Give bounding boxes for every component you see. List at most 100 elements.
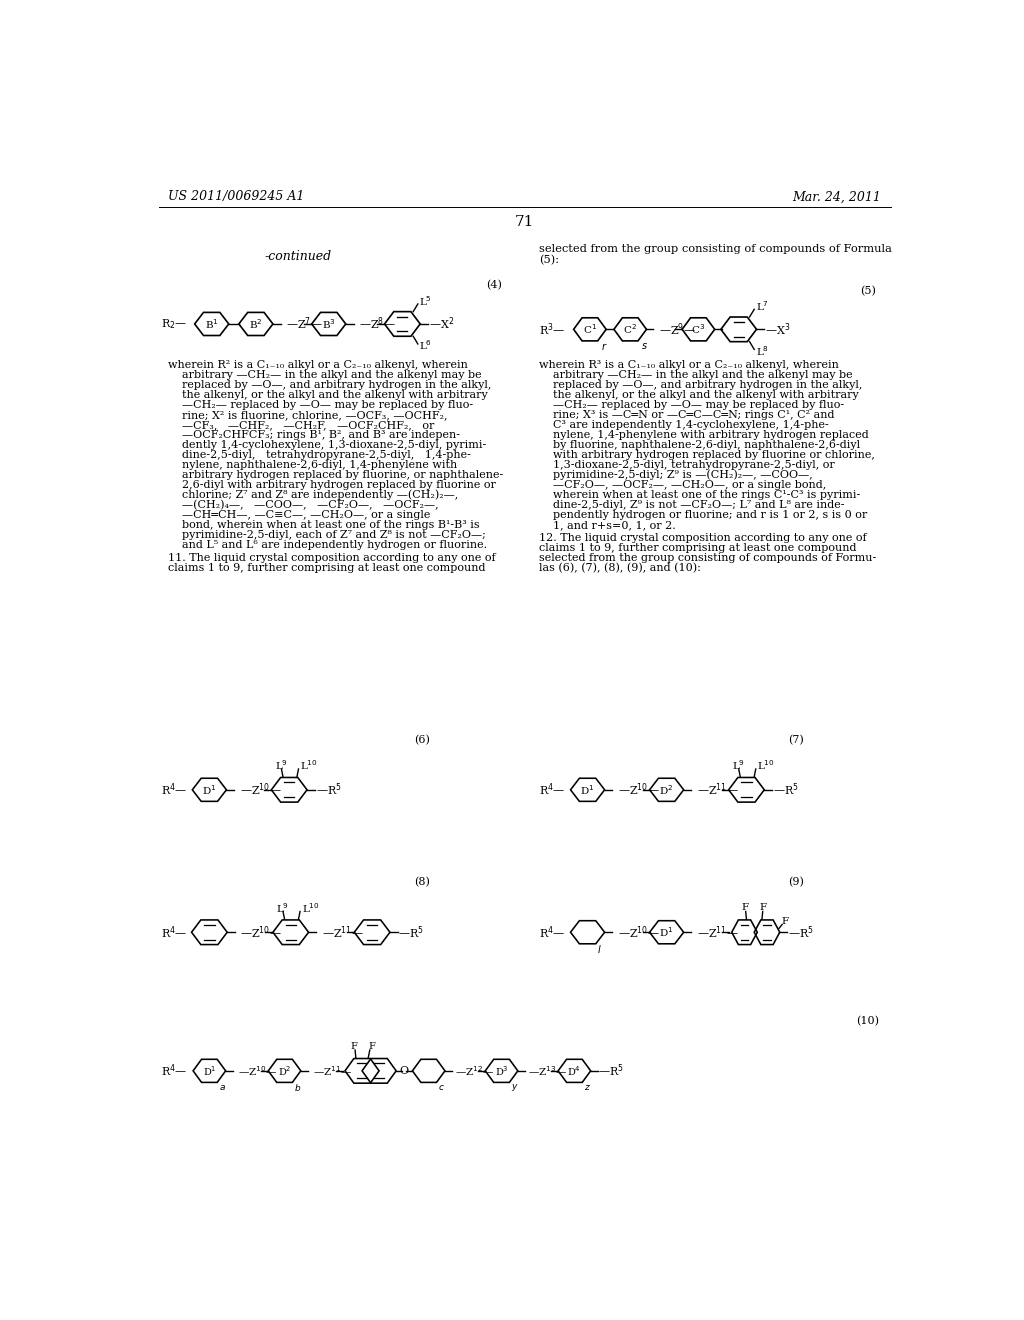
Text: O: O: [399, 1065, 409, 1076]
Text: R$^4$—: R$^4$—: [539, 781, 565, 799]
Text: B$^3$: B$^3$: [322, 317, 336, 331]
Text: D$^1$: D$^1$: [581, 783, 595, 797]
Text: L$^8$: L$^8$: [756, 345, 769, 358]
Text: F: F: [741, 903, 749, 912]
Text: dine-2,5-diyl,   tetrahydropyrane-2,5-diyl,   1,4-phe-: dine-2,5-diyl, tetrahydropyrane-2,5-diyl…: [168, 450, 471, 459]
Text: claims 1 to 9, further comprising at least one compound: claims 1 to 9, further comprising at lea…: [539, 543, 856, 553]
Text: the alkenyl, or the alkyl and the alkenyl with arbitrary: the alkenyl, or the alkyl and the alkeny…: [539, 389, 858, 400]
Text: F: F: [368, 1041, 375, 1051]
Text: —Z$^{13}$—: —Z$^{13}$—: [528, 1064, 567, 1077]
Text: D$^1$: D$^1$: [202, 783, 217, 797]
Text: —Z$^{11}$—: —Z$^{11}$—: [322, 924, 364, 941]
Text: R$_2$—: R$_2$—: [161, 317, 186, 331]
Text: C$^3$: C$^3$: [691, 322, 706, 337]
Text: nylene, naphthalene-2,6-diyl, 1,4-phenylene with: nylene, naphthalene-2,6-diyl, 1,4-phenyl…: [168, 459, 458, 470]
Text: —Z$^{11}$—: —Z$^{11}$—: [697, 781, 738, 799]
Text: L$^9$: L$^9$: [274, 758, 288, 772]
Text: nylene, 1,4-phenylene with arbitrary hydrogen replaced: nylene, 1,4-phenylene with arbitrary hyd…: [539, 430, 868, 440]
Text: D$^1$: D$^1$: [203, 1064, 216, 1077]
Text: —Z$^{10}$—: —Z$^{10}$—: [617, 924, 659, 941]
Text: —Z$^{10}$—: —Z$^{10}$—: [241, 924, 283, 941]
Text: —R$^5$: —R$^5$: [598, 1063, 625, 1080]
Text: D$^4$: D$^4$: [567, 1064, 582, 1077]
Text: R$^4$—: R$^4$—: [161, 781, 186, 799]
Text: —CH₂— replaced by —O— may be replaced by fluo-: —CH₂— replaced by —O— may be replaced by…: [168, 400, 473, 409]
Text: —Z$^{12}$—: —Z$^{12}$—: [455, 1064, 495, 1077]
Text: —X$^2$: —X$^2$: [429, 315, 454, 333]
Text: the alkenyl, or the alkyl and the alkenyl with arbitrary: the alkenyl, or the alkyl and the alkeny…: [168, 389, 488, 400]
Text: L$^6$: L$^6$: [420, 339, 432, 352]
Text: B$^1$: B$^1$: [205, 317, 218, 331]
Text: (5):: (5):: [539, 255, 559, 265]
Text: D$^1$: D$^1$: [659, 925, 674, 939]
Text: —CF₃,   —CHF₂,   —CH₂F,   —OCF₂CHF₂,   or: —CF₃, —CHF₂, —CH₂F, —OCF₂CHF₂, or: [168, 420, 434, 430]
Text: —Z$^{11}$—: —Z$^{11}$—: [697, 924, 738, 941]
Text: $r$: $r$: [601, 341, 607, 352]
Text: —R$^5$: —R$^5$: [398, 924, 424, 941]
Text: F: F: [781, 917, 788, 925]
Text: las (6), (7), (8), (9), and (10):: las (6), (7), (8), (9), and (10):: [539, 562, 700, 573]
Text: pendently hydrogen or fluorine; and r is 1 or 2, s is 0 or: pendently hydrogen or fluorine; and r is…: [539, 510, 867, 520]
Text: —CH₂— replaced by —O— may be replaced by fluo-: —CH₂— replaced by —O— may be replaced by…: [539, 400, 844, 409]
Text: —(CH₂)₄—,   —COO—,   —CF₂O—,   —OCF₂—,: —(CH₂)₄—, —COO—, —CF₂O—, —OCF₂—,: [168, 500, 439, 510]
Text: 1,3-dioxane-2,5-diyl, tetrahydropyrane-2,5-diyl, or: 1,3-dioxane-2,5-diyl, tetrahydropyrane-2…: [539, 459, 835, 470]
Text: —R$^5$: —R$^5$: [773, 781, 799, 799]
Text: (6): (6): [415, 735, 430, 746]
Text: L$^{10}$: L$^{10}$: [758, 758, 775, 772]
Text: bond, wherein when at least one of the rings B¹-B³ is: bond, wherein when at least one of the r…: [168, 520, 480, 529]
Text: 2,6-diyl with arbitrary hydrogen replaced by fluorine or: 2,6-diyl with arbitrary hydrogen replace…: [168, 480, 497, 490]
Text: —CF₂O—, —OCF₂—, —CH₂O—, or a single bond,: —CF₂O—, —OCF₂—, —CH₂O—, or a single bond…: [539, 480, 826, 490]
Text: with arbitrary hydrogen replaced by fluorine or chlorine,: with arbitrary hydrogen replaced by fluo…: [539, 450, 874, 459]
Text: $a$: $a$: [219, 1082, 225, 1092]
Text: arbitrary —CH₂— in the alkyl and the alkenyl may be: arbitrary —CH₂— in the alkyl and the alk…: [168, 370, 482, 380]
Text: D$^3$: D$^3$: [495, 1064, 508, 1077]
Text: —Z$^{10}$—: —Z$^{10}$—: [240, 781, 282, 799]
Text: and L⁵ and L⁶ are independently hydrogen or fluorine.: and L⁵ and L⁶ are independently hydrogen…: [168, 540, 487, 550]
Text: wherein R² is a C₁₋₁₀ alkyl or a C₂₋₁₀ alkenyl, wherein: wherein R² is a C₁₋₁₀ alkyl or a C₂₋₁₀ a…: [168, 360, 468, 370]
Text: by fluorine, naphthalene-2,6-diyl, naphthalene-2,6-diyl: by fluorine, naphthalene-2,6-diyl, napht…: [539, 440, 860, 450]
Text: L$^9$: L$^9$: [276, 900, 290, 915]
Text: (9): (9): [788, 876, 804, 887]
Text: pyrimidine-2,5-diyl; Z⁹ is —(CH₂)₂—, —COO—,: pyrimidine-2,5-diyl; Z⁹ is —(CH₂)₂—, —CO…: [539, 470, 812, 480]
Text: (8): (8): [415, 876, 430, 887]
Text: replaced by —O—, and arbitrary hydrogen in the alkyl,: replaced by —O—, and arbitrary hydrogen …: [539, 380, 862, 389]
Text: —Z$^8$—: —Z$^8$—: [359, 315, 395, 333]
Text: pyrimidine-2,5-diyl, each of Z⁷ and Z⁸ is not —CF₂O—;: pyrimidine-2,5-diyl, each of Z⁷ and Z⁸ i…: [168, 529, 486, 540]
Text: $b$: $b$: [294, 1081, 301, 1093]
Text: dine-2,5-diyl, Z⁹ is not —CF₂O—; L⁷ and L⁸ are inde-: dine-2,5-diyl, Z⁹ is not —CF₂O—; L⁷ and …: [539, 500, 844, 510]
Text: Mar. 24, 2011: Mar. 24, 2011: [793, 190, 882, 203]
Text: R$^4$—: R$^4$—: [539, 924, 565, 941]
Text: —R$^5$: —R$^5$: [315, 781, 341, 799]
Text: L$^9$: L$^9$: [732, 758, 745, 772]
Text: F: F: [351, 1041, 357, 1051]
Text: selected from the group consisting of compounds of Formu-: selected from the group consisting of co…: [539, 553, 876, 564]
Text: wherein when at least one of the rings C¹-C³ is pyrimi-: wherein when at least one of the rings C…: [539, 490, 860, 500]
Text: (5): (5): [860, 285, 877, 296]
Text: $y$: $y$: [511, 1081, 518, 1093]
Text: —Z$^7$—: —Z$^7$—: [286, 315, 323, 333]
Text: —CH═CH—, —C≡C—, —CH₂O—, or a single: —CH═CH—, —C≡C—, —CH₂O—, or a single: [168, 510, 431, 520]
Text: C$^1$: C$^1$: [583, 322, 597, 337]
Text: replaced by —O—, and arbitrary hydrogen in the alkyl,: replaced by —O—, and arbitrary hydrogen …: [168, 380, 492, 389]
Text: D$^2$: D$^2$: [278, 1064, 291, 1077]
Text: chlorine; Z⁷ and Z⁸ are independently —(CH₂)₂—,: chlorine; Z⁷ and Z⁸ are independently —(…: [168, 490, 459, 500]
Text: arbitrary —CH₂— in the alkyl and the alkenyl may be: arbitrary —CH₂— in the alkyl and the alk…: [539, 370, 852, 380]
Text: -continued: -continued: [265, 251, 332, 264]
Text: L$^5$: L$^5$: [420, 294, 432, 308]
Text: arbitrary hydrogen replaced by fluorine, or naphthalene-: arbitrary hydrogen replaced by fluorine,…: [168, 470, 504, 480]
Text: L$^{10}$: L$^{10}$: [302, 900, 319, 915]
Text: D$^2$: D$^2$: [659, 783, 674, 797]
Text: —Z$^{11}$—: —Z$^{11}$—: [313, 1064, 352, 1077]
Text: C³ are independently 1,4-cyclohexylene, 1,4-phe-: C³ are independently 1,4-cyclohexylene, …: [539, 420, 828, 430]
Text: rine; X² is fluorine, chlorine, —OCF₃, —OCHF₂,: rine; X² is fluorine, chlorine, —OCF₃, —…: [168, 409, 447, 420]
Text: 71: 71: [515, 215, 535, 228]
Text: $s$: $s$: [641, 342, 648, 351]
Text: US 2011/0069245 A1: US 2011/0069245 A1: [168, 190, 305, 203]
Text: L$^7$: L$^7$: [756, 300, 769, 313]
Text: $z$: $z$: [584, 1082, 591, 1092]
Text: —X$^3$: —X$^3$: [765, 321, 791, 338]
Text: wherein R³ is a C₁₋₁₀ alkyl or a C₂₋₁₀ alkenyl, wherein: wherein R³ is a C₁₋₁₀ alkyl or a C₂₋₁₀ a…: [539, 360, 839, 370]
Text: 1, and r+s=0, 1, or 2.: 1, and r+s=0, 1, or 2.: [539, 520, 676, 529]
Text: claims 1 to 9, further comprising at least one compound: claims 1 to 9, further comprising at lea…: [168, 564, 485, 573]
Text: C$^2$: C$^2$: [624, 322, 637, 337]
